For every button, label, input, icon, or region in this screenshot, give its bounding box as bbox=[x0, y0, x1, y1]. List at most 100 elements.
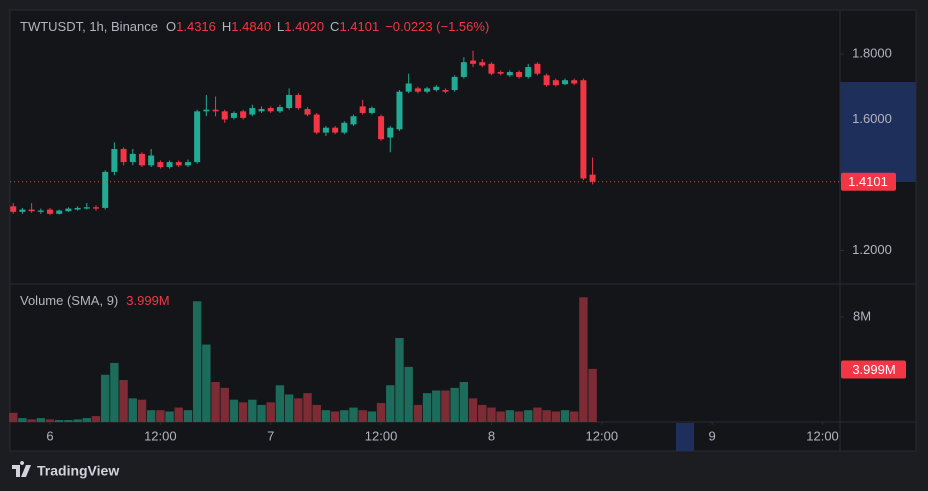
legend-value: 1.4840 bbox=[231, 19, 271, 34]
volume-bar bbox=[303, 393, 312, 422]
candle-body bbox=[552, 80, 559, 86]
legend-value: 1.4101 bbox=[339, 19, 379, 34]
candle-body bbox=[304, 109, 311, 115]
candle-body bbox=[470, 60, 477, 64]
volume-bar bbox=[533, 407, 542, 422]
volume-bar bbox=[45, 419, 55, 422]
x-tick-label: 8 bbox=[488, 428, 495, 443]
candle-body bbox=[276, 107, 283, 112]
candle-body bbox=[286, 94, 293, 109]
candle-body bbox=[56, 210, 63, 214]
candle-body bbox=[37, 210, 44, 212]
volume-bar bbox=[64, 420, 73, 422]
volume-bar bbox=[367, 411, 377, 422]
candle-body bbox=[313, 114, 320, 133]
candle-body bbox=[580, 80, 587, 179]
x-tick-label: 12:00 bbox=[144, 428, 177, 443]
y-tick-label: 1.2000 bbox=[852, 242, 892, 257]
volume-bar bbox=[321, 410, 331, 422]
candle-body bbox=[249, 108, 256, 115]
volume-bar bbox=[128, 398, 137, 422]
candle-body bbox=[148, 155, 155, 166]
candle-body bbox=[516, 72, 523, 77]
candle-body bbox=[111, 148, 118, 172]
axis-highlight bbox=[840, 82, 916, 182]
volume-bar bbox=[358, 410, 367, 422]
volume-bar bbox=[82, 418, 91, 422]
candle-body bbox=[350, 116, 357, 125]
candle-body bbox=[203, 109, 210, 112]
candle-body bbox=[120, 148, 127, 163]
y-tick-label: 1.6000 bbox=[852, 111, 892, 126]
candle-body bbox=[138, 153, 145, 166]
candle-body bbox=[175, 162, 182, 166]
candle-body bbox=[571, 80, 578, 84]
x-tick-label: 9 bbox=[709, 428, 716, 443]
volume-bar bbox=[514, 411, 524, 422]
volume-bar bbox=[312, 404, 321, 422]
volume-bar bbox=[468, 398, 478, 422]
legend-value: 1.4316 bbox=[176, 19, 216, 34]
candle-body bbox=[267, 108, 274, 112]
candle-body bbox=[433, 86, 440, 91]
candle-body bbox=[562, 80, 569, 85]
volume-bar bbox=[422, 393, 432, 422]
candle-body bbox=[166, 162, 173, 167]
volume-bar bbox=[496, 411, 505, 422]
price-tag-label: 1.4101 bbox=[848, 174, 888, 189]
volume-bar bbox=[478, 404, 487, 422]
y2-tick-label: 8M bbox=[853, 308, 871, 323]
volume-bar bbox=[110, 362, 119, 422]
volume-bar bbox=[183, 410, 193, 422]
axis-highlight bbox=[676, 423, 694, 451]
volume-bar bbox=[330, 411, 340, 422]
volume-bar bbox=[238, 402, 248, 422]
volume-bar bbox=[551, 411, 561, 422]
volume-bar bbox=[349, 407, 358, 422]
candle-body bbox=[47, 209, 54, 214]
candle-body bbox=[451, 76, 458, 91]
candle-body bbox=[65, 208, 72, 212]
candle-body bbox=[396, 91, 403, 130]
candle-body bbox=[102, 171, 109, 208]
x-tick-label: 7 bbox=[267, 428, 274, 443]
candle-body bbox=[74, 207, 81, 210]
volume-bar bbox=[459, 381, 469, 422]
candle-body bbox=[184, 162, 191, 166]
volume-bar bbox=[395, 338, 404, 422]
volume-bar bbox=[404, 366, 413, 422]
candle-body bbox=[378, 116, 385, 140]
volume-bar bbox=[36, 418, 46, 422]
header: TWTUSDT, 1h, Binance O1.4316 H1.4840 L1.402… bbox=[20, 19, 489, 34]
candle-body bbox=[19, 209, 26, 212]
volume-bar bbox=[524, 410, 533, 422]
volume-bar bbox=[284, 394, 294, 422]
candle-body bbox=[258, 109, 265, 112]
volume-bar bbox=[220, 387, 229, 422]
volume-bar bbox=[570, 411, 579, 422]
chart-frame bbox=[9, 9, 917, 452]
candle-body bbox=[359, 106, 366, 113]
price-tag bbox=[841, 172, 896, 191]
candle-body bbox=[424, 88, 431, 92]
volume-bar bbox=[542, 410, 551, 422]
volume-tag bbox=[841, 360, 906, 379]
candle-body bbox=[534, 63, 541, 74]
volume-bar bbox=[146, 410, 156, 422]
candle-body bbox=[230, 112, 237, 118]
volume-bar bbox=[100, 374, 110, 422]
volume-bar bbox=[294, 398, 303, 422]
x-tick-label: 12:00 bbox=[365, 428, 398, 443]
candle-body bbox=[194, 111, 201, 163]
volume-bar bbox=[487, 407, 496, 422]
candle-body bbox=[506, 72, 513, 76]
legend-label: C bbox=[330, 19, 339, 34]
legend-label: H bbox=[222, 19, 231, 34]
volume-value: 3.999M bbox=[126, 293, 169, 308]
logo bbox=[12, 461, 31, 477]
volume-tag-label: 3.999M bbox=[852, 362, 895, 377]
x-tick-label: 6 bbox=[46, 428, 53, 443]
volume-bar bbox=[18, 418, 27, 422]
candle-body bbox=[332, 127, 339, 133]
volume-bar bbox=[73, 419, 82, 422]
